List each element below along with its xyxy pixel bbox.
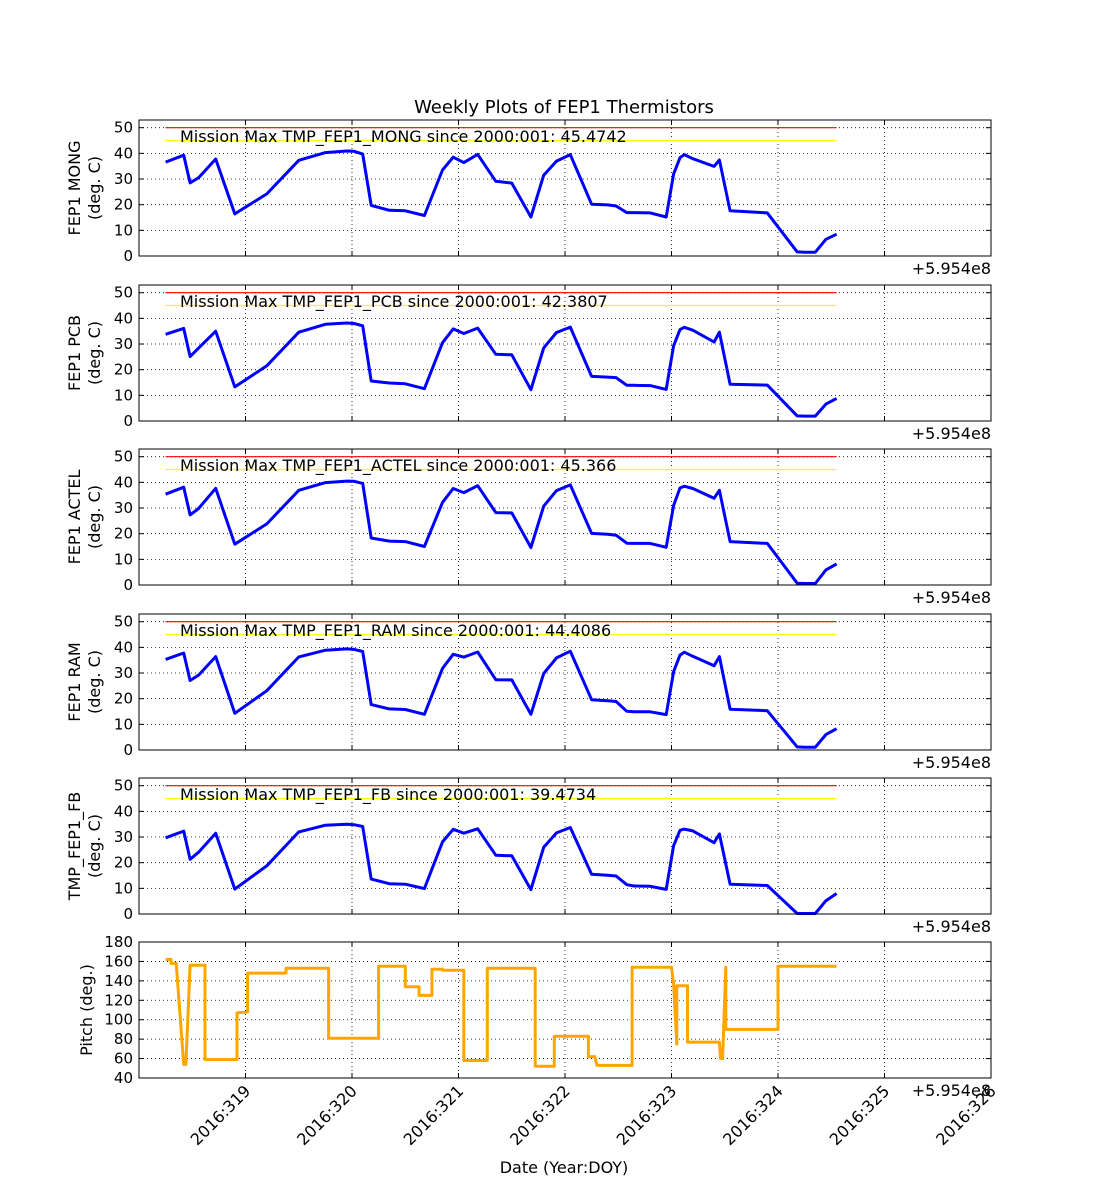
y-tick-label: 140 <box>104 972 133 990</box>
mission-max-annotation: Mission Max TMP_FEP1_PCB since 2000:001:… <box>180 292 608 312</box>
mission-max-annotation: Mission Max TMP_FEP1_ACTEL since 2000:00… <box>180 456 616 476</box>
y-tick-label: 40 <box>114 638 133 656</box>
x-axis-label: Date (Year:DOY) <box>500 1158 629 1177</box>
y-tick-label: 50 <box>114 613 133 631</box>
y-tick-label: 80 <box>114 1030 133 1048</box>
y-axis-label: TMP_FEP1_FB <box>65 792 85 902</box>
y-tick-label: 30 <box>114 828 133 846</box>
y-axis-label: FEP1 ACTEL <box>65 469 84 564</box>
y-tick-label: 30 <box>114 170 133 188</box>
y-tick-label: 10 <box>114 550 133 568</box>
y-tick-label: 50 <box>114 777 133 795</box>
y-tick-label: 20 <box>114 361 133 379</box>
y-tick-label: 20 <box>114 525 133 543</box>
chart-panel: 0 10 20 30 40 50 Mission Max TMP_FEP1_PCB sinc… <box>65 284 992 443</box>
x-offset-text: +5.954e8 <box>912 259 991 278</box>
chart-panel: 0 10 20 30 40 50 Mission Max TMP_FEP1_MONG sin… <box>65 119 992 278</box>
x-offset-text: +5.954e8 <box>912 1081 991 1100</box>
temperature-series-line <box>165 321 838 418</box>
y-tick-label: 10 <box>114 221 133 239</box>
y-axis-label-units: (deg. C) <box>85 156 104 220</box>
y-tick-label: 10 <box>114 386 133 404</box>
y-axis-label-units: (deg. C) <box>85 321 104 385</box>
y-tick-label: 40 <box>114 473 133 491</box>
y-tick-label: 0 <box>123 741 133 759</box>
y-tick-label: 160 <box>104 952 133 970</box>
y-axis-label: FEP1 PCB <box>65 315 84 391</box>
y-tick-label: 0 <box>123 247 133 265</box>
y-tick-label: 40 <box>114 144 133 162</box>
y-tick-label: 20 <box>114 196 133 214</box>
y-tick-label: 10 <box>114 879 133 897</box>
chart-panel: 0 10 20 30 40 50 Mission Max TMP_FEP1_RAM sinc… <box>65 613 992 772</box>
temperature-series-line <box>165 647 838 749</box>
y-tick-label: 120 <box>104 991 133 1009</box>
y-tick-label: 50 <box>114 119 133 137</box>
figure-title: Weekly Plots of FEP1 Thermistors <box>414 97 714 118</box>
y-axis-label: FEP1 MONG <box>65 141 84 236</box>
mission-max-annotation: Mission Max TMP_FEP1_FB since 2000:001: … <box>180 785 596 805</box>
y-axis-label: FEP1 RAM <box>65 642 84 721</box>
y-tick-label: 50 <box>114 284 133 302</box>
y-tick-label: 0 <box>123 576 133 594</box>
y-tick-label: 10 <box>114 715 133 733</box>
x-offset-text: +5.954e8 <box>912 753 991 772</box>
mission-max-annotation: Mission Max TMP_FEP1_MONG since 2000:001… <box>180 127 627 147</box>
temperature-series-line <box>165 149 838 254</box>
x-offset-text: +5.954e8 <box>912 588 991 607</box>
mission-max-annotation: Mission Max TMP_FEP1_RAM since 2000:001:… <box>180 621 611 641</box>
y-tick-label: 30 <box>114 499 133 517</box>
y-axis-label: Pitch (deg.) <box>77 964 96 1056</box>
y-tick-label: 0 <box>123 412 133 430</box>
temperature-series-line <box>165 479 838 585</box>
y-tick-label: 180 <box>104 933 133 951</box>
y-axis-label-units: (deg. C) <box>85 485 104 549</box>
y-tick-label: 50 <box>114 448 133 466</box>
temperature-series-line <box>165 822 838 915</box>
y-tick-label: 20 <box>114 854 133 872</box>
x-offset-text: +5.954e8 <box>912 424 991 443</box>
y-tick-label: 60 <box>114 1050 133 1068</box>
chart-panel: 0 10 20 30 40 50 Mission Max TMP_FEP1_ACTEL si… <box>65 448 992 607</box>
y-axis-label-units: (deg. C) <box>85 814 104 878</box>
y-tick-label: 20 <box>114 690 133 708</box>
y-tick-label: 30 <box>114 335 133 353</box>
y-tick-label: 0 <box>123 905 133 923</box>
x-offset-text: +5.954e8 <box>912 917 991 936</box>
y-tick-label: 40 <box>114 1069 133 1087</box>
chart-panel: 0 10 20 30 40 50 Mission Max TMP_FEP1_FB since… <box>65 777 992 936</box>
y-tick-label: 100 <box>104 1011 133 1029</box>
pitch-series-line <box>165 958 837 1068</box>
y-tick-label: 30 <box>114 664 133 682</box>
y-tick-label: 40 <box>114 802 133 820</box>
y-tick-label: 40 <box>114 309 133 327</box>
y-axis-label-units: (deg. C) <box>85 650 104 714</box>
panels: 0 10 20 30 40 50 Mission Max TMP_FEP1_MONG sin… <box>65 119 992 1100</box>
